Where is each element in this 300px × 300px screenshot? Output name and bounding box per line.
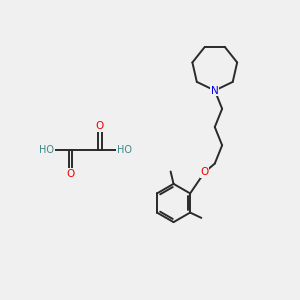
Text: HO: HO <box>117 145 132 155</box>
Text: HO: HO <box>39 145 54 155</box>
Text: O: O <box>200 167 208 177</box>
Text: N: N <box>211 85 219 95</box>
Text: O: O <box>96 121 104 131</box>
Text: O: O <box>66 169 75 179</box>
